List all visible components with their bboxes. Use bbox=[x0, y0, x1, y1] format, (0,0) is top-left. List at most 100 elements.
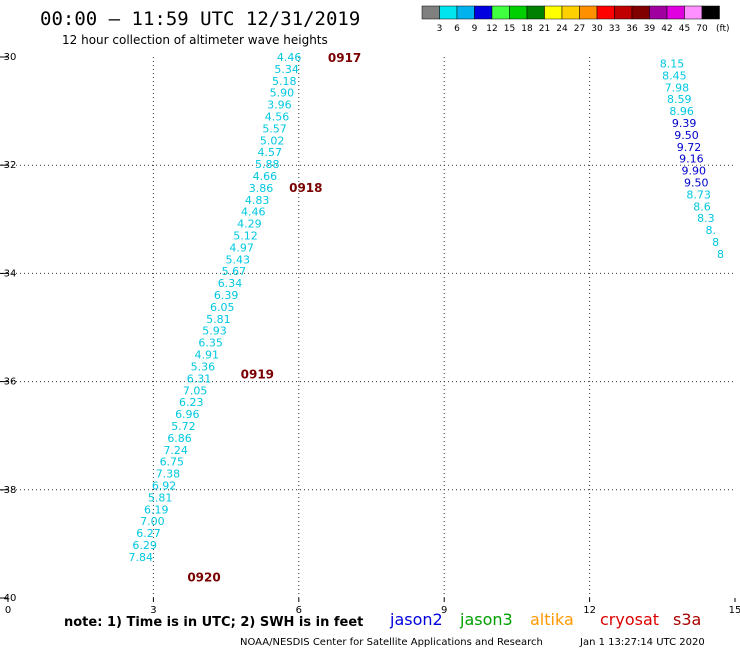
wave-height-label: 6.05 bbox=[210, 301, 235, 314]
color-legend: 3 6 9 12 15 18 21 24 27 30 33 36 39 42 45 70 bbox=[421, 5, 720, 34]
wave-height-label: 5.18 bbox=[272, 75, 297, 88]
legend-unit: (ft) bbox=[716, 24, 730, 34]
wave-height-label: 8.15 bbox=[660, 57, 685, 70]
wave-height-label: 5.88 bbox=[255, 158, 280, 171]
satellite-jason2: jason2 bbox=[389, 610, 443, 629]
footer-timestamp: Jan 1 13:27:14 UTC 2020 bbox=[579, 637, 705, 648]
wave-height-label: 8.73 bbox=[686, 188, 711, 201]
satellite-jason3: jason3 bbox=[459, 610, 513, 629]
wave-height-label: 7.84 bbox=[129, 551, 154, 564]
wave-height-label: 9.90 bbox=[682, 165, 707, 178]
wave-height-label: 4.46 bbox=[241, 206, 266, 219]
y-tick-label: -32 bbox=[0, 160, 16, 171]
wave-height-label: 4.46 bbox=[277, 51, 302, 64]
legend-label: 6 bbox=[454, 24, 460, 34]
wave-height-label: 7.00 bbox=[140, 515, 165, 528]
wave-height-label: 8.3 bbox=[697, 212, 715, 225]
wave-height-label: 7.24 bbox=[163, 444, 188, 457]
y-tick-label: -30 bbox=[0, 52, 16, 63]
legend-swatch bbox=[439, 5, 458, 20]
wave-height-label: 5.72 bbox=[171, 420, 196, 433]
x-tick-label: 6 bbox=[296, 605, 302, 616]
wave-height-label: 5.67 bbox=[222, 265, 247, 278]
wave-height-label: 6.96 bbox=[175, 408, 200, 421]
wave-height-label: 3.96 bbox=[267, 99, 292, 112]
wave-height-label: 9.50 bbox=[674, 129, 699, 142]
legend-swatch bbox=[544, 5, 563, 20]
legend-label: 12 bbox=[486, 24, 497, 34]
legend-swatch bbox=[526, 5, 545, 20]
wave-height-label: 6.35 bbox=[198, 337, 223, 350]
wave-height-label: 8 bbox=[712, 236, 719, 249]
wave-height-label: 8.59 bbox=[667, 93, 692, 106]
legend-label: 36 bbox=[626, 24, 638, 34]
legend-label: 39 bbox=[644, 24, 656, 34]
wave-height-labels: 4.465.345.185.903.964.565.575.024.575.88… bbox=[129, 51, 724, 564]
x-tick-label: 15 bbox=[729, 605, 740, 616]
legend-swatch bbox=[474, 5, 493, 20]
legend-swatch bbox=[561, 5, 580, 20]
wave-height-label: 6.27 bbox=[136, 527, 161, 540]
wave-height-label: 9.50 bbox=[684, 177, 709, 190]
wave-height-label: 4.97 bbox=[229, 241, 254, 254]
wave-height-label: 4.57 bbox=[257, 146, 282, 159]
grid-lines bbox=[8, 57, 735, 598]
footer-note: note: 1) Time is in UTC; 2) SWH is in fe… bbox=[64, 615, 363, 630]
legend-swatch bbox=[666, 5, 685, 20]
chart-title: 00:00 – 11:59 UTC 12/31/2019 bbox=[40, 8, 360, 30]
chart-subtitle: 12 hour collection of altimeter wave hei… bbox=[62, 33, 328, 47]
wave-height-label: 5.93 bbox=[202, 325, 227, 338]
y-tick-label: -40 bbox=[0, 593, 16, 604]
wave-height-label: 4.56 bbox=[265, 111, 290, 124]
wave-height-label: 5.43 bbox=[225, 253, 250, 266]
legend-label: 21 bbox=[539, 24, 550, 34]
wave-height-label: 5.57 bbox=[262, 122, 287, 135]
time-label: 0917 bbox=[328, 51, 361, 65]
legend-swatch bbox=[421, 5, 440, 20]
wave-height-label: 6.92 bbox=[152, 479, 177, 492]
x-tick-label: 3 bbox=[150, 605, 156, 616]
wave-height-label: 7.38 bbox=[156, 468, 181, 481]
legend-swatch bbox=[614, 5, 633, 20]
wave-height-label: 5.34 bbox=[274, 63, 299, 76]
legend-label: 15 bbox=[504, 24, 515, 34]
wave-height-label: 6.29 bbox=[132, 539, 157, 552]
time-label: 0919 bbox=[241, 367, 274, 381]
legend-swatch bbox=[684, 5, 703, 20]
wave-height-label: 6.34 bbox=[218, 277, 243, 290]
time-labels: 0917 0918 0919 0920 bbox=[187, 51, 361, 584]
wave-height-label: 8.6 bbox=[693, 200, 711, 213]
legend-label: 24 bbox=[556, 24, 568, 34]
legend-label: 33 bbox=[609, 24, 620, 34]
wave-height-label: 6.86 bbox=[167, 432, 192, 445]
legend-swatch bbox=[491, 5, 510, 20]
legend-swatch bbox=[509, 5, 528, 20]
wave-height-label: 9.39 bbox=[672, 117, 697, 130]
wave-height-label: 8. bbox=[706, 224, 717, 237]
legend-swatch bbox=[649, 5, 668, 20]
wave-height-label: 3.86 bbox=[249, 182, 274, 195]
legend-label: 30 bbox=[591, 24, 603, 34]
wave-height-label: 4.83 bbox=[245, 194, 270, 207]
x-tick-label: 12 bbox=[583, 605, 596, 616]
footer-credit: NOAA/NESDIS Center for Satellite Applica… bbox=[240, 637, 543, 648]
legend-label: 42 bbox=[661, 24, 672, 34]
legend-label: 3 bbox=[437, 24, 443, 34]
x-tick-label: 9 bbox=[441, 605, 447, 616]
wave-height-label: 6.23 bbox=[179, 396, 204, 409]
legend-label: 9 bbox=[472, 24, 478, 34]
y-tick-label: -38 bbox=[0, 485, 16, 496]
wave-height-label: 4.29 bbox=[237, 218, 262, 231]
satellite-s3a: s3a bbox=[673, 610, 701, 629]
wave-height-label: 5.36 bbox=[191, 360, 216, 373]
wave-height-label: 6.39 bbox=[214, 289, 239, 302]
wave-height-label: 6.31 bbox=[187, 372, 212, 385]
wave-height-label: 8 bbox=[717, 248, 724, 261]
y-tick-label: -34 bbox=[0, 268, 16, 279]
wave-height-label: 9.72 bbox=[677, 141, 702, 154]
time-label: 0918 bbox=[289, 181, 322, 195]
legend-swatch bbox=[456, 5, 475, 20]
wave-height-label: 5.02 bbox=[260, 134, 285, 147]
y-tick-label: -36 bbox=[0, 377, 16, 388]
